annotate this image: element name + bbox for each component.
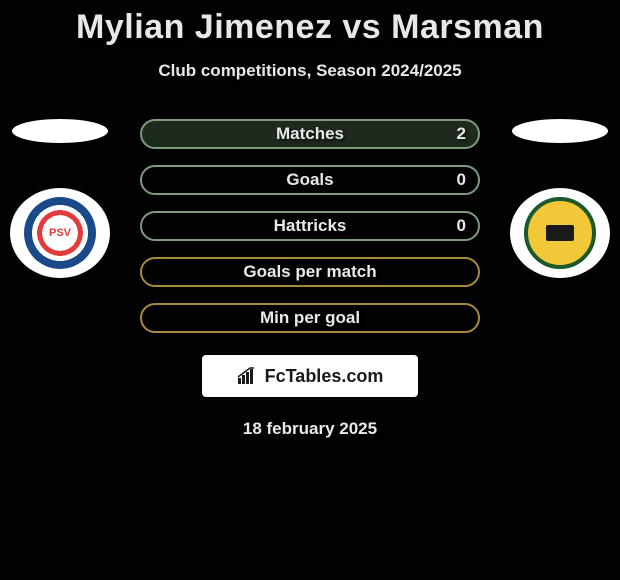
stat-bar-matches: Matches 2 (140, 119, 480, 149)
date-label: 18 february 2025 (0, 419, 620, 439)
stat-right-value: 2 (457, 124, 466, 144)
stat-label: Goals (286, 170, 333, 190)
page-title: Mylian Jimenez vs Marsman (0, 8, 620, 47)
comparison-widget: Mylian Jimenez vs Marsman Club competiti… (0, 0, 620, 439)
right-player-column (500, 119, 620, 278)
content-area: Matches 2 Goals 0 Hattricks 0 Goals per … (0, 119, 620, 439)
brand-badge[interactable]: FcTables.com (202, 355, 418, 397)
stat-label: Min per goal (260, 308, 360, 328)
stat-bar-goals: Goals 0 (140, 165, 480, 195)
stat-right-value: 0 (457, 216, 466, 236)
stat-bar-min-per-goal: Min per goal (140, 303, 480, 333)
stat-right-value: 0 (457, 170, 466, 190)
player-right-club-logo (510, 188, 610, 278)
stat-bar-hattricks: Hattricks 0 (140, 211, 480, 241)
stat-label: Hattricks (274, 216, 347, 236)
psv-logo-icon (24, 197, 96, 269)
stat-label: Goals per match (243, 262, 376, 282)
cambuur-logo-icon (524, 197, 596, 269)
left-player-column (0, 119, 120, 278)
stat-label: Matches (276, 124, 344, 144)
player-left-avatar-placeholder (12, 119, 108, 143)
bar-chart-icon (237, 367, 259, 385)
brand-text: FcTables.com (265, 366, 384, 387)
player-left-club-logo (10, 188, 110, 278)
subtitle: Club competitions, Season 2024/2025 (0, 61, 620, 81)
stats-bars: Matches 2 Goals 0 Hattricks 0 Goals per … (140, 119, 480, 333)
player-right-avatar-placeholder (512, 119, 608, 143)
stat-bar-goals-per-match: Goals per match (140, 257, 480, 287)
